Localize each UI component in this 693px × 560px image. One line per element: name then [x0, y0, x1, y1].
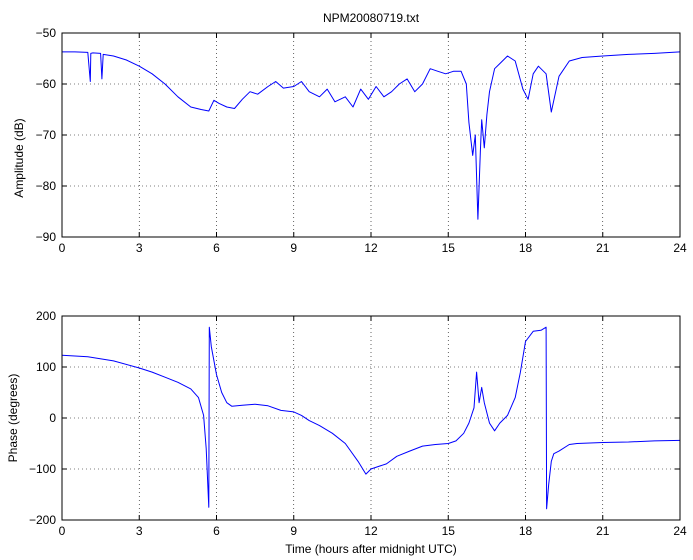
amplitude-xtick-label: 15 — [442, 241, 456, 255]
phase-xtick-label: 0 — [59, 524, 66, 538]
time-axis-label: Time (hours after midnight UTC) — [285, 542, 457, 556]
amplitude-ytick-label: −60 — [36, 77, 57, 91]
phase-ytick-label: −200 — [29, 513, 56, 527]
amplitude-xtick-label: 21 — [596, 241, 610, 255]
phase-ytick-label: −100 — [29, 462, 56, 476]
phase-ytick-label: 0 — [49, 411, 56, 425]
amplitude-axis-label: Amplitude (dB) — [12, 118, 26, 197]
amplitude-xtick-label: 24 — [673, 241, 687, 255]
phase-xtick-label: 24 — [673, 524, 687, 538]
amplitude-xtick-label: 0 — [59, 241, 66, 255]
amplitude-ytick-label: −50 — [36, 26, 57, 40]
amplitude-plot: Amplitude (dB) 0 3 6 9 12 15 18 21 24 −90 −80 −70 −6… — [12, 26, 687, 255]
phase-xtick-label: 12 — [364, 524, 378, 538]
phase-xtick-label: 3 — [136, 524, 143, 538]
amplitude-xtick-label: 6 — [213, 241, 220, 255]
amplitude-xtick-label: 9 — [290, 241, 297, 255]
amplitude-ytick-label: −70 — [36, 128, 57, 142]
phase-xtick-label: 15 — [442, 524, 456, 538]
amplitude-ytick-label: −80 — [36, 179, 57, 193]
phase-plot: Phase (degrees) Time (hours after midnig… — [6, 309, 687, 556]
phase-xtick-label: 9 — [290, 524, 297, 538]
phase-ytick-label: 200 — [36, 309, 56, 323]
amplitude-xtick-label: 3 — [136, 241, 143, 255]
phase-ytick-label: 100 — [36, 360, 56, 374]
amplitude-series-line — [62, 51, 681, 220]
phase-series-line — [61, 326, 681, 510]
amplitude-xtick-label: 12 — [364, 241, 378, 255]
phase-xtick-label: 6 — [213, 524, 220, 538]
phase-xtick-label: 21 — [596, 524, 610, 538]
amplitude-xtick-label: 18 — [519, 241, 533, 255]
chart-title: NPM20080719.txt — [323, 11, 420, 25]
phase-axis-label: Phase (degrees) — [6, 374, 20, 463]
amplitude-ytick-label: −90 — [36, 230, 57, 244]
phase-xtick-label: 18 — [519, 524, 533, 538]
